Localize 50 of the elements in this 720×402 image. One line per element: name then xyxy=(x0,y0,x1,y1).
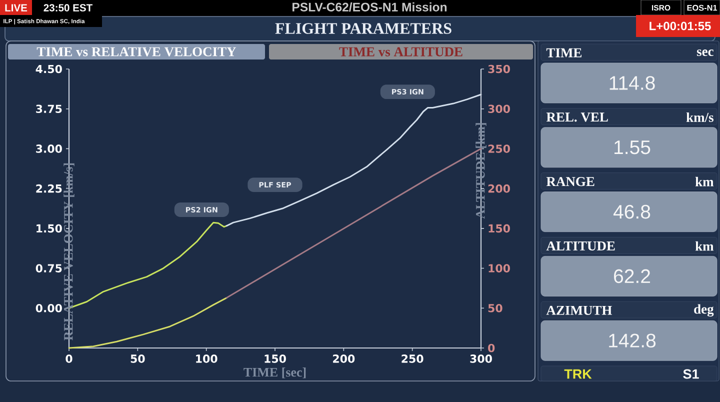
y-axis-title: RELATIVE VELOCITY [km/s] xyxy=(64,163,74,340)
text: L+00:01:55 xyxy=(650,22,711,30)
x-tick-label: 50 xyxy=(130,354,145,363)
x-tick-label: 200 xyxy=(333,354,355,363)
y2-tick-label: 300 xyxy=(488,104,510,114)
text: RANGE xyxy=(546,177,594,186)
y-tick-label: 1.50 xyxy=(36,224,62,233)
text: 46.8 xyxy=(613,204,650,219)
text: 142.8 xyxy=(609,334,656,348)
x-tick-label: 300 xyxy=(470,354,492,363)
chart-title: TIME vs RELATIVE VELOCITY xyxy=(36,47,236,56)
chart-subtitle: TIME vs ALTITUDE xyxy=(339,47,462,56)
y2-tick-label: 200 xyxy=(488,184,510,193)
y2-tick-label: 100 xyxy=(488,264,510,272)
y-tick-label: 0.00 xyxy=(36,304,62,312)
y-tick-label: 3.75 xyxy=(36,104,62,114)
text: km xyxy=(695,176,714,186)
x-tick-label: 250 xyxy=(402,354,424,363)
text: ALTITUDE xyxy=(546,241,615,251)
x-tick-label: 150 xyxy=(264,354,286,363)
text: km/s xyxy=(686,112,714,122)
text: TIME xyxy=(546,48,582,58)
y2-tick-label: 250 xyxy=(488,144,510,153)
text: FLIGHT PARAMETERS xyxy=(275,23,452,34)
text: deg xyxy=(694,304,714,317)
text: AZIMUTH xyxy=(546,306,612,315)
text: EOS-N1 xyxy=(687,4,718,11)
text: LIVE xyxy=(5,4,28,12)
text: 114.8 xyxy=(610,76,655,90)
x-tick-label: 0 xyxy=(66,354,72,363)
y2-tick-label: 50 xyxy=(488,304,502,312)
x-axis-title: TIME [sec] xyxy=(244,368,306,378)
text: km xyxy=(695,241,714,251)
text: 62.2 xyxy=(614,269,650,284)
text: sec xyxy=(696,50,714,56)
y-tick-label: 3.00 xyxy=(36,144,62,153)
y2-tick-label: 0 xyxy=(488,344,495,352)
x-tick-label: 100 xyxy=(196,354,218,363)
text: S1 xyxy=(683,369,699,379)
text: PSLV-C62/EOS-N1 Mission xyxy=(292,2,447,12)
y-tick-label: 4.50 xyxy=(36,64,62,74)
y-tick-label: 0.75 xyxy=(36,264,62,272)
text: 1.55 xyxy=(614,140,650,154)
text: 23:50 EST xyxy=(44,4,92,12)
y2-tick-label: 350 xyxy=(488,64,510,74)
text: REL. VEL xyxy=(546,112,608,122)
y2-tick-label: 150 xyxy=(488,224,510,233)
y-tick-label: 2.25 xyxy=(36,184,62,193)
y2-axis-title: ALTITUDE [km] xyxy=(476,123,486,219)
text: TRK xyxy=(564,369,592,379)
